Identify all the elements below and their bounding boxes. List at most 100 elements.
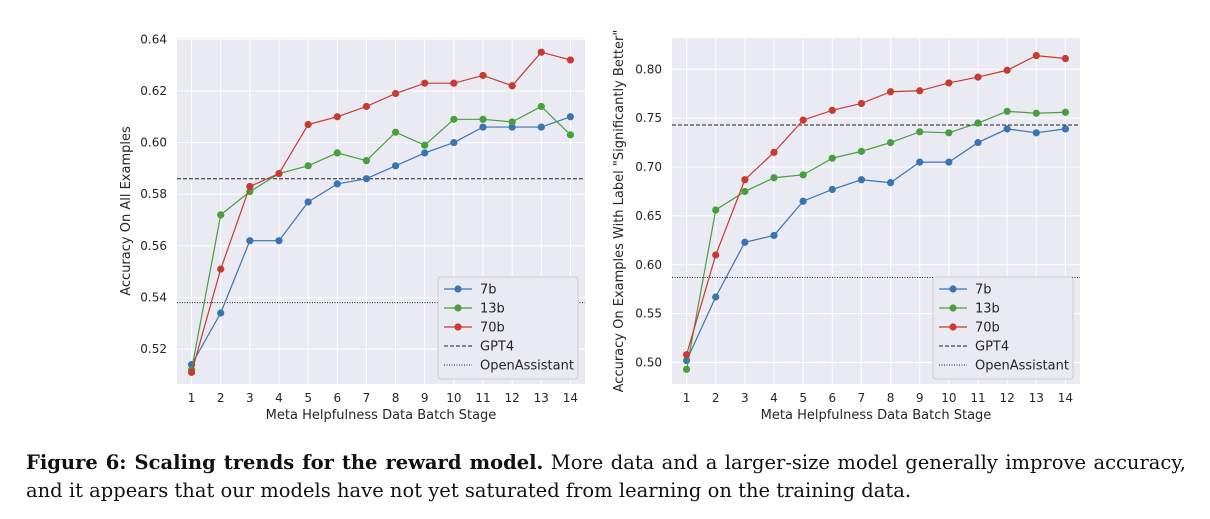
data-point-13b [450, 115, 458, 123]
legend-box [437, 276, 579, 380]
data-point-7b [304, 198, 312, 206]
chart-left: 1 2 3 4 5 6 7 8 9 10 11 12 13 140.520.540.560.580.600… [119, 32, 585, 423]
x-tick-label: 4 [275, 391, 283, 405]
data-point-13b [857, 147, 866, 155]
data-point-13b [1061, 108, 1070, 116]
x-tick-label: 10 [446, 391, 461, 405]
data-point-70b [741, 176, 749, 184]
data-point-7b [1032, 129, 1040, 137]
data-point-13b [799, 171, 807, 179]
data-point-70b [974, 73, 982, 81]
legend-label: 13b [480, 302, 505, 317]
y-tick-label: 0.55 [635, 307, 662, 321]
series-line-13b [685, 110, 1066, 370]
data-point-70b [566, 56, 575, 64]
series-line-13b [190, 105, 571, 370]
data-point-13b [304, 162, 312, 170]
y-axis-label: Accuracy On Examples With Label "Signifi… [612, 30, 627, 393]
data-point-7b [799, 197, 807, 205]
data-point-7b [770, 231, 778, 240]
x-tick-label: 10 [941, 391, 956, 405]
x-tick-label: 1 [188, 391, 196, 405]
data-point-7b [828, 185, 836, 194]
x-tick-label: 12 [505, 391, 520, 405]
data-point-13b [566, 131, 575, 139]
data-point-13b [886, 138, 895, 147]
data-point-7b [450, 138, 458, 147]
data-point-70b [916, 87, 924, 95]
caption-label: Figure 6: Scaling trends for the reward … [26, 451, 544, 474]
legend-label: 7b [480, 283, 497, 298]
data-point-13b [682, 365, 691, 373]
x-tick-label: 8 [887, 391, 895, 405]
legend-marker-13b [949, 304, 957, 312]
data-point-13b [537, 102, 545, 111]
y-tick-label: 0.52 [140, 342, 167, 356]
x-tick-label: 11 [970, 391, 985, 405]
data-point-7b [275, 237, 283, 245]
figure-caption: Figure 6: Scaling trends for the reward … [26, 449, 1186, 505]
series-line-70b [190, 51, 571, 373]
data-point-70b [712, 251, 720, 259]
legend-marker-70b [949, 323, 957, 331]
data-point-7b [741, 238, 749, 246]
legend-label: 13b [975, 302, 1000, 317]
legend-label: 7b [975, 283, 992, 298]
legend-marker-70b [454, 323, 462, 331]
data-point-70b [450, 79, 458, 87]
x-tick-label: 9 [421, 391, 429, 405]
data-point-13b [770, 174, 778, 182]
series-line-7b [686, 128, 1066, 361]
data-point-7b [333, 180, 341, 188]
y-axis-label: Accuracy On All Examples [119, 126, 134, 296]
x-tick-label: 12 [1000, 391, 1015, 405]
data-point-70b [508, 82, 516, 90]
data-point-7b [1061, 125, 1070, 133]
x-tick-label: 6 [333, 391, 341, 405]
x-tick-label: 13 [534, 391, 549, 405]
x-tick-label: 3 [246, 391, 254, 405]
y-tick-label: 0.50 [635, 355, 662, 369]
data-point-70b [799, 116, 807, 124]
legend-label: OpenAssistant [975, 359, 1069, 374]
data-point-7b [391, 162, 400, 170]
data-point-70b [333, 113, 341, 121]
y-tick-label: 0.70 [635, 160, 662, 174]
series-line-70b [685, 54, 1066, 355]
data-point-70b [770, 148, 778, 156]
data-point-70b [945, 79, 953, 87]
data-point-70b [682, 351, 691, 359]
data-point-7b [421, 149, 429, 157]
data-point-13b [362, 157, 371, 165]
y-tick-label: 0.65 [635, 209, 662, 223]
data-point-13b [217, 211, 225, 219]
data-point-70b [537, 48, 545, 56]
data-point-13b [916, 128, 924, 136]
x-tick-label: 11 [475, 391, 490, 405]
data-point-70b [421, 79, 429, 87]
data-point-7b [508, 123, 516, 131]
data-point-7b [479, 123, 487, 131]
legend-box [932, 276, 1074, 380]
x-tick-label: 14 [563, 391, 578, 405]
data-point-13b [421, 141, 429, 149]
data-point-13b [712, 206, 720, 214]
data-point-7b [1003, 125, 1011, 133]
x-tick-label: 6 [828, 391, 836, 405]
y-tick-label: 0.62 [140, 84, 167, 98]
x-tick-label: 3 [741, 391, 749, 405]
data-point-7b [217, 309, 225, 317]
x-tick-label: 8 [392, 391, 400, 405]
x-tick-label: 2 [217, 391, 225, 405]
data-point-70b [304, 120, 312, 129]
data-point-7b [886, 179, 895, 187]
y-tick-label: 0.75 [635, 111, 662, 125]
data-point-13b [741, 187, 749, 196]
y-tick-label: 0.60 [140, 136, 167, 150]
data-point-13b [974, 119, 982, 127]
x-tick-label: 7 [858, 391, 866, 405]
data-point-13b [828, 154, 836, 162]
x-axis-label: Meta Helpfulness Data Batch Stage [761, 408, 992, 423]
y-tick-label: 0.80 [635, 62, 662, 76]
data-point-70b [1032, 51, 1040, 60]
